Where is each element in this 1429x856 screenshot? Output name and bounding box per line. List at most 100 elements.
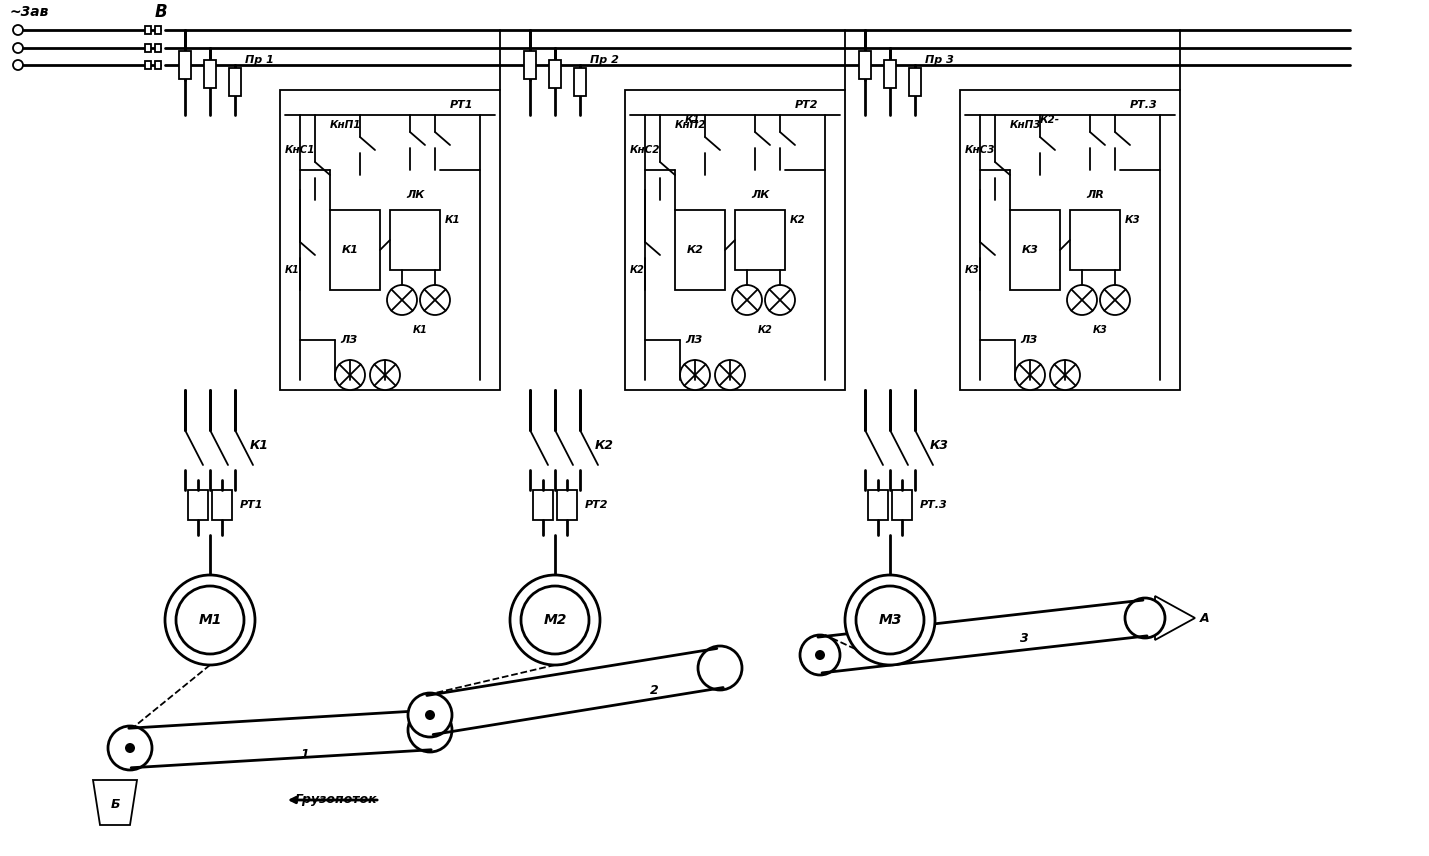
Bar [1070, 210, 1120, 270]
Text: К2: К2 [594, 438, 614, 451]
Circle shape [522, 586, 589, 654]
Text: 3: 3 [1020, 632, 1029, 645]
Text: К2: К2 [757, 325, 773, 335]
Text: Б: Б [110, 799, 120, 811]
Circle shape [409, 693, 452, 737]
Bar [574, 68, 586, 96]
Text: КнП3: КнП3 [1010, 120, 1042, 130]
Bar [154, 61, 161, 69]
Circle shape [1050, 360, 1080, 390]
Text: РТ1: РТ1 [450, 100, 473, 110]
Text: К3: К3 [1125, 215, 1140, 225]
Text: К2: К2 [790, 215, 806, 225]
Text: Грузопоток: Грузопоток [294, 794, 377, 806]
Text: А: А [1200, 611, 1209, 625]
Circle shape [370, 360, 400, 390]
Bar [144, 26, 151, 34]
Circle shape [13, 60, 23, 70]
Circle shape [420, 285, 450, 315]
Text: КнС3: КнС3 [965, 145, 996, 155]
Text: ЛК: ЛК [750, 190, 769, 200]
Bar [204, 60, 216, 88]
Bar [1010, 210, 1060, 290]
Circle shape [765, 285, 795, 315]
Text: РТ1: РТ1 [240, 500, 263, 510]
Circle shape [1015, 360, 1045, 390]
Text: К2: К2 [630, 265, 644, 275]
Text: К2: К2 [686, 245, 703, 255]
Circle shape [424, 710, 434, 720]
Text: К1: К1 [444, 215, 460, 225]
Bar [533, 490, 553, 520]
Circle shape [13, 43, 23, 53]
Text: М2: М2 [543, 613, 567, 627]
Circle shape [732, 285, 762, 315]
Text: Пр 2: Пр 2 [590, 55, 619, 65]
Bar [390, 210, 440, 270]
Text: К3: К3 [1093, 325, 1107, 335]
Bar [549, 60, 562, 88]
Text: ЛЗ: ЛЗ [1020, 335, 1037, 345]
Bar [960, 90, 1180, 390]
Bar [154, 26, 161, 34]
Circle shape [176, 586, 244, 654]
Bar [674, 210, 725, 290]
Bar [189, 490, 209, 520]
Bar [909, 68, 922, 96]
Text: М3: М3 [879, 613, 902, 627]
Circle shape [714, 360, 745, 390]
Bar [280, 90, 500, 390]
Text: ~3ав: ~3ав [10, 5, 50, 19]
Circle shape [1067, 285, 1097, 315]
Text: КнП2: КнП2 [674, 120, 706, 130]
Circle shape [800, 635, 840, 675]
Text: РТ2: РТ2 [584, 500, 609, 510]
Text: ЛЗ: ЛЗ [340, 335, 357, 345]
Circle shape [856, 586, 925, 654]
Circle shape [124, 743, 134, 753]
Text: КнП1: КнП1 [330, 120, 362, 130]
Bar [735, 210, 785, 270]
Bar [330, 210, 380, 290]
Circle shape [1100, 285, 1130, 315]
Text: Пр 1: Пр 1 [244, 55, 274, 65]
Text: РТ.3: РТ.3 [1130, 100, 1157, 110]
Circle shape [164, 575, 254, 665]
Text: К2-: К2- [1040, 115, 1060, 125]
Bar [885, 60, 896, 88]
Text: К3: К3 [930, 438, 949, 451]
Circle shape [680, 360, 710, 390]
Text: Пр 3: Пр 3 [925, 55, 955, 65]
Bar [867, 490, 887, 520]
Circle shape [387, 285, 417, 315]
Bar [229, 68, 242, 96]
Circle shape [815, 650, 825, 660]
Bar [892, 490, 912, 520]
Circle shape [510, 575, 600, 665]
Bar [144, 44, 151, 52]
Text: К1: К1 [342, 245, 359, 255]
Bar [179, 51, 191, 79]
Circle shape [13, 25, 23, 35]
Bar [557, 490, 577, 520]
Circle shape [1125, 598, 1165, 638]
Bar [859, 51, 872, 79]
Text: РТ2: РТ2 [795, 100, 819, 110]
Text: К3: К3 [965, 265, 980, 275]
Bar [144, 61, 151, 69]
Text: В: В [154, 3, 167, 21]
Bar [624, 90, 845, 390]
Text: К1: К1 [413, 325, 427, 335]
Text: 1: 1 [300, 748, 309, 762]
Text: КнС2: КнС2 [630, 145, 660, 155]
Circle shape [109, 726, 151, 770]
Text: 2: 2 [650, 683, 659, 697]
Circle shape [334, 360, 364, 390]
Text: М1: М1 [199, 613, 221, 627]
Text: КнС1: КнС1 [284, 145, 316, 155]
Text: К3: К3 [1022, 245, 1039, 255]
Text: РТ.3: РТ.3 [920, 500, 947, 510]
Circle shape [845, 575, 935, 665]
Circle shape [697, 646, 742, 690]
Text: ЛЗ: ЛЗ [684, 335, 702, 345]
